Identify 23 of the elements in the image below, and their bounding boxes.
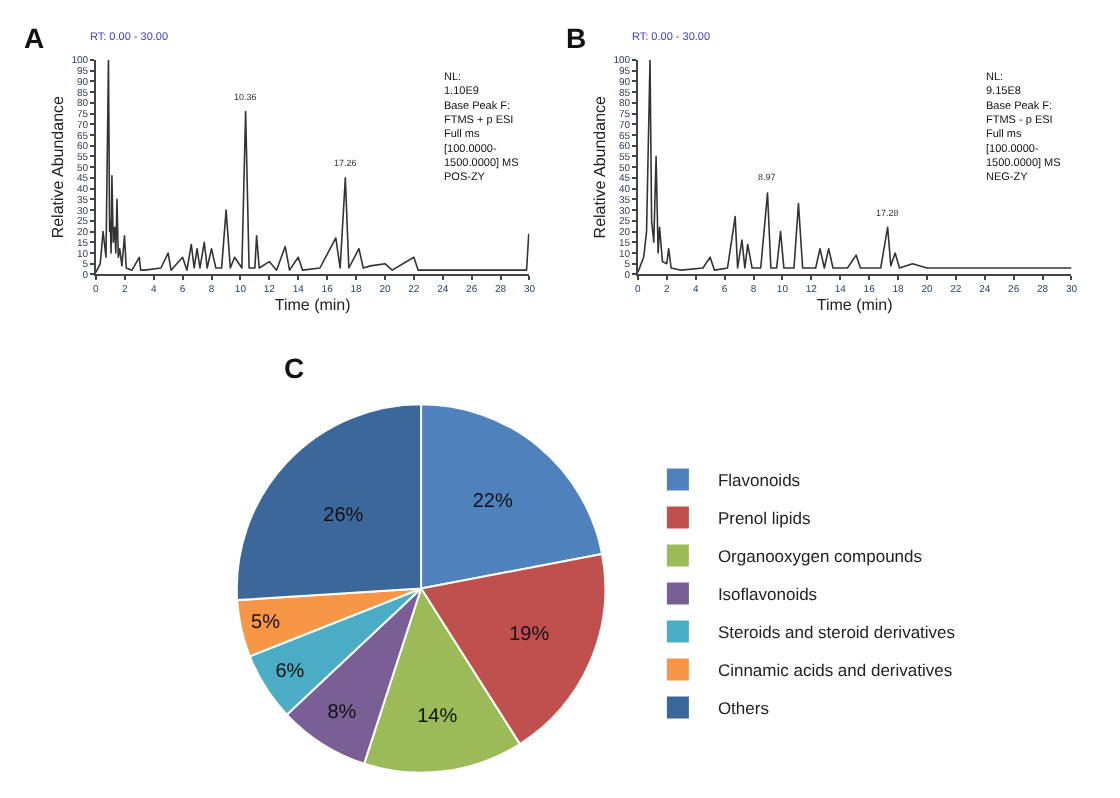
line-series bbox=[637, 59, 1072, 274]
y-axis-title: Relative Abundance bbox=[590, 94, 609, 239]
line-series bbox=[95, 59, 530, 274]
chart-title: A bbox=[24, 22, 45, 54]
data-label: 19% bbox=[509, 624, 550, 647]
x-axis-title: Time (min) bbox=[816, 296, 894, 315]
data-label: 26% bbox=[323, 504, 364, 527]
legend-label: Flavonoids bbox=[717, 470, 801, 491]
y-axis-title: Relative Abundance bbox=[48, 94, 67, 239]
x-axis-title: Time (min) bbox=[274, 296, 352, 315]
legend-label: Isoflavonoids bbox=[717, 584, 818, 605]
chart-title: C bbox=[284, 352, 305, 384]
data-label: 5% bbox=[251, 612, 281, 635]
chart-title: B bbox=[566, 22, 587, 54]
legend-label: Steroids and steroid derivatives bbox=[717, 622, 956, 643]
legend-label: Others bbox=[717, 698, 769, 719]
data-label: 22% bbox=[472, 490, 513, 513]
legend-label: Prenol lipids bbox=[717, 508, 811, 529]
legend-label: Cinnamic acids and derivatives bbox=[717, 660, 953, 681]
data-label: 6% bbox=[275, 660, 305, 683]
data-label: 14% bbox=[417, 705, 458, 728]
data-label: 8% bbox=[327, 702, 357, 725]
legend-label: Organooxygen compounds bbox=[717, 546, 923, 567]
